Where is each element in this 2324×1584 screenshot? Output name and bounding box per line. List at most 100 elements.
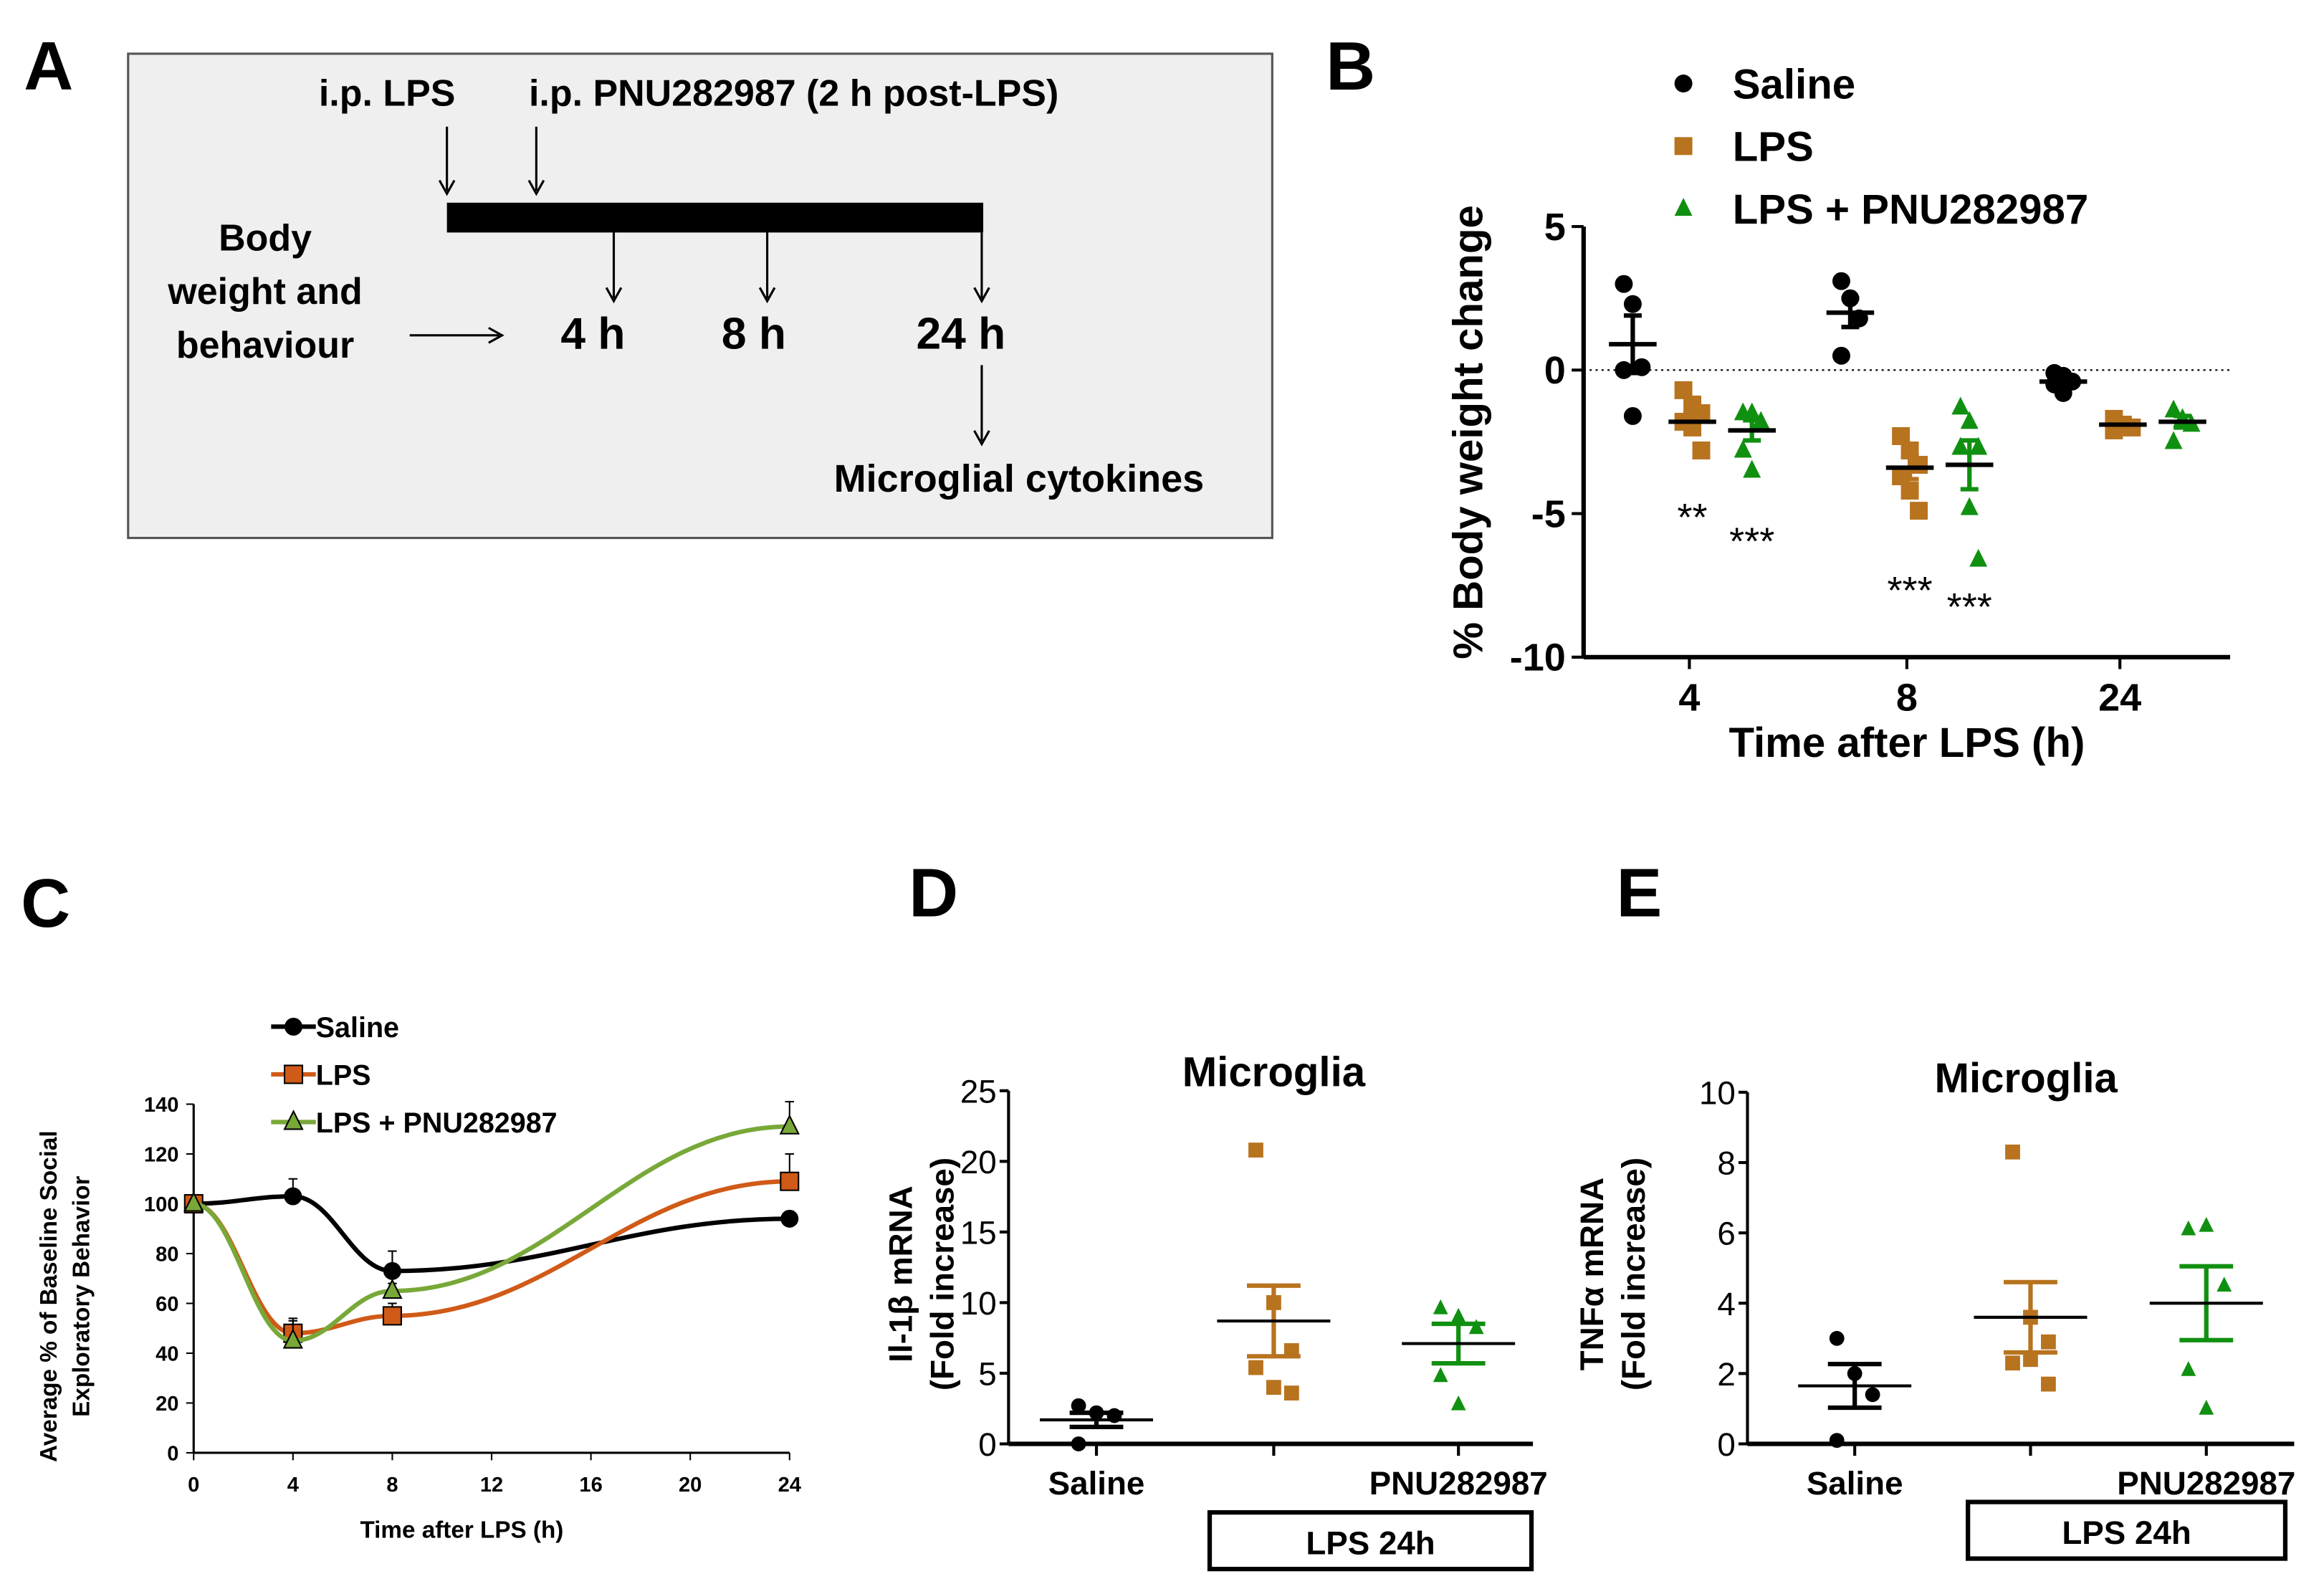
d-y-tick-label: 0 xyxy=(978,1426,996,1463)
c-y-tick-label: 40 xyxy=(156,1342,178,1365)
time-8h: 8 h xyxy=(722,310,786,359)
b-legend-lps: LPS xyxy=(1733,124,1814,171)
b-x-tick-label: 8 xyxy=(1896,677,1918,720)
e-y-tick-label: 0 xyxy=(1717,1426,1735,1463)
d-y-tick-label: 10 xyxy=(960,1285,997,1322)
e-ylabel-1: TNFα mRNA xyxy=(1574,1178,1610,1370)
b-xlabel: Time after LPS (h) xyxy=(1729,720,2085,766)
b-data-point xyxy=(1960,497,1979,515)
panel-label-c: C xyxy=(21,865,70,942)
c-legend-marker xyxy=(284,1064,304,1084)
d-y-tick-label: 25 xyxy=(960,1073,997,1110)
c-data-point xyxy=(779,1114,800,1135)
c-legend-saline: Saline xyxy=(316,1012,399,1044)
body-weight-label-1: Body xyxy=(219,217,312,259)
b-data-point xyxy=(1910,456,1928,474)
e-x-tick-label: PNU282987 xyxy=(2117,1465,2295,1502)
d-data-point xyxy=(1071,1436,1086,1451)
b-data-point xyxy=(1734,439,1752,458)
c-y-tick-label: 100 xyxy=(144,1193,179,1216)
c-data-point xyxy=(382,1306,402,1326)
e-y-tick-label: 10 xyxy=(1699,1075,1736,1112)
e-data-point xyxy=(1829,1433,1845,1448)
b-data-point xyxy=(1623,295,1642,313)
e-y-tick-label: 2 xyxy=(1717,1356,1735,1393)
e-lps-bracket-label: LPS 24h xyxy=(2062,1514,2191,1551)
arrows xyxy=(409,126,990,447)
c-x-tick-label: 16 xyxy=(579,1474,602,1497)
d-data-point xyxy=(1450,1395,1466,1411)
e-x-tick-label: Saline xyxy=(1807,1465,1903,1502)
b-legend-pnu: LPS + PNU282987 xyxy=(1733,186,2089,233)
b-data-point xyxy=(1743,402,1761,421)
b-ylabel: % Body weight change xyxy=(1445,205,1491,659)
b-data-point xyxy=(1960,411,1979,429)
d-y-tick-label: 15 xyxy=(960,1215,997,1251)
c-legend-marker xyxy=(283,1110,304,1130)
c-data-point xyxy=(183,1191,204,1212)
b-y-tick-label: -5 xyxy=(1531,492,1566,535)
b-legend-saline: Saline xyxy=(1733,61,1855,108)
e-data-point xyxy=(2023,1352,2038,1368)
d-y-tick-label: 5 xyxy=(978,1356,996,1393)
b-data-point xyxy=(1969,436,1988,455)
c-data-point xyxy=(780,1171,800,1191)
b-data-point xyxy=(2054,383,2072,402)
c-ylabel-2: Exploratory Behavior xyxy=(69,1175,95,1416)
e-data-point xyxy=(2181,1360,2196,1376)
b-y-tick-label: 0 xyxy=(1544,349,1566,392)
c-x-tick-label: 0 xyxy=(188,1474,199,1497)
panel-label-d: D xyxy=(909,855,958,932)
c-legend-marker xyxy=(284,1017,303,1036)
b-data-point xyxy=(1743,459,1761,478)
b-significance: *** xyxy=(1947,586,1992,629)
lps-injection-label: i.p. LPS xyxy=(319,73,456,115)
d-data-point xyxy=(1248,1142,1263,1158)
b-data-point xyxy=(1751,411,1770,429)
c-y-tick-label: 120 xyxy=(144,1143,179,1166)
b-data-point xyxy=(1615,275,1633,293)
c-x-tick-label: 24 xyxy=(778,1474,802,1497)
e-y-tick-label: 4 xyxy=(1717,1286,1735,1322)
b-data-point xyxy=(1951,436,1970,455)
b-legend-marker xyxy=(1674,137,1693,156)
b-data-point xyxy=(2164,431,2183,449)
chart-marks: 50-5-104 8 24******** ***020406080100120140… xyxy=(144,75,2295,1572)
b-data-point xyxy=(1910,502,1928,520)
b-significance: ** xyxy=(1678,496,1708,539)
c-x-tick-label: 4 xyxy=(287,1474,300,1497)
d-title-e: Microglia xyxy=(1935,1055,2118,1102)
b-significance: *** xyxy=(1729,520,1774,563)
c-y-tick-label: 60 xyxy=(156,1293,178,1316)
schematic-box xyxy=(127,52,1273,540)
c-data-point xyxy=(382,1278,403,1299)
body-weight-label-3: behaviour xyxy=(176,325,354,366)
d-ylabel-1: Il-1β mRNA xyxy=(882,1185,919,1362)
b-significance: *** xyxy=(1888,569,1933,612)
c-x-tick-label: 12 xyxy=(480,1474,503,1497)
c-y-tick-label: 80 xyxy=(156,1243,178,1266)
time-4h: 4 h xyxy=(560,310,625,359)
d-data-point xyxy=(1433,1299,1448,1315)
e-lps-bracket-box xyxy=(1966,1499,2288,1561)
c-y-tick-label: 140 xyxy=(144,1094,179,1117)
e-data-point xyxy=(2041,1334,2056,1350)
e-data-point xyxy=(2217,1277,2232,1292)
d-x-tick-label: PNU282987 xyxy=(1369,1465,1548,1502)
d-ylabel-2: (Fold increase) xyxy=(924,1158,960,1390)
b-data-point xyxy=(1832,346,1850,365)
c-x-tick-label: 20 xyxy=(679,1474,702,1497)
b-x-tick-label: 24 xyxy=(2098,677,2141,720)
e-data-point xyxy=(2199,1216,2214,1232)
schematic-panel: i.p. LPS i.p. PNU282987 (2 h post-LPS) B… xyxy=(127,52,1273,540)
d-lps-bracket-box xyxy=(1207,1510,1534,1572)
c-data-point xyxy=(780,1209,799,1228)
c-series-line xyxy=(193,1179,790,1336)
c-legend-pnu: LPS + PNU282987 xyxy=(316,1107,558,1139)
time-24h: 24 h xyxy=(916,310,1005,359)
b-legend-marker xyxy=(1674,75,1693,92)
e-data-point xyxy=(2181,1220,2196,1236)
panel-label-a: A xyxy=(24,28,73,105)
b-data-point xyxy=(1832,272,1850,290)
c-data-point xyxy=(284,1187,302,1206)
